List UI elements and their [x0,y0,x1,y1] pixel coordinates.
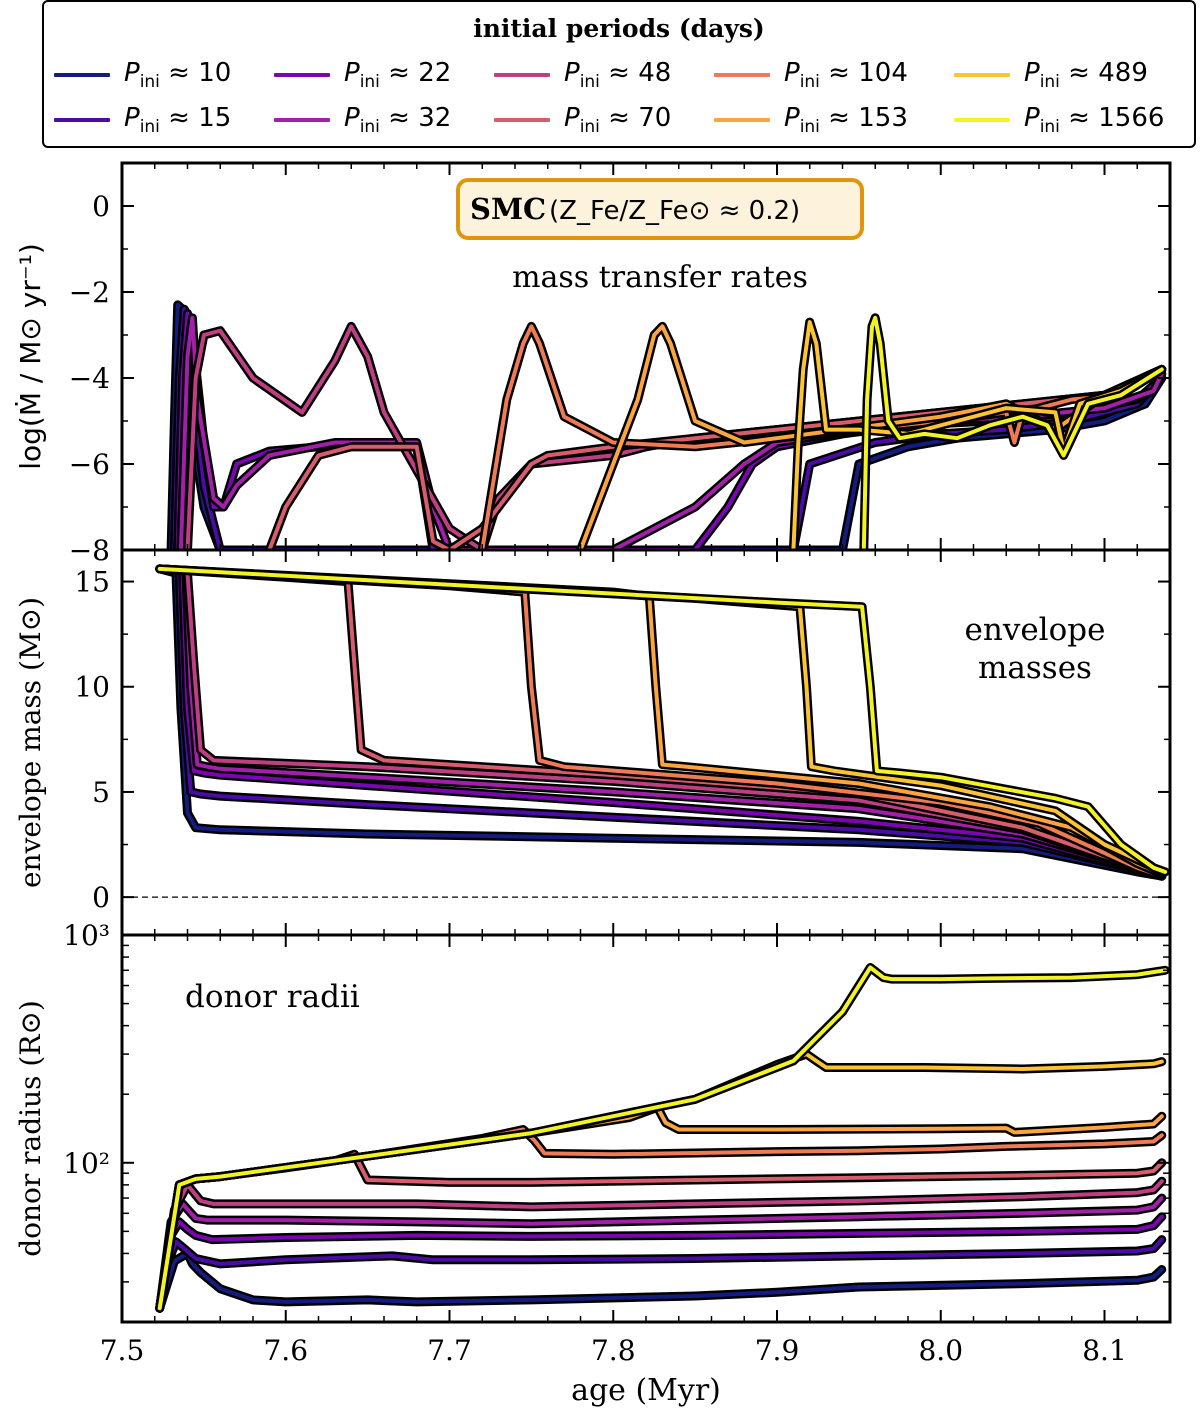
legend-entry-p104: Pini ≈ 104 [714,57,908,93]
series-line [267,367,1164,550]
series-line [157,965,1168,1311]
series-line [157,1237,1164,1311]
metallicity-box [456,178,864,240]
legend-entry-p153: Pini ≈ 153 [714,102,908,138]
legend-label: Pini ≈ 153 [784,102,908,138]
legend-swatch [274,73,330,77]
legend-swatch [714,118,770,122]
series-line [157,1196,1164,1311]
y-tick-label: 5 [92,776,110,809]
legend-label: Pini ≈ 32 [344,102,452,138]
legend-swatch [274,118,330,122]
y-tick-label: 0 [92,881,110,914]
x-tick-label: 7.5 [100,1334,145,1367]
series-line [861,315,1164,550]
legend-entry-p1566: Pini ≈ 1566 [954,102,1165,138]
panel-frames [120,161,1172,1324]
legend: initial periods (days) Pini ≈ 10 Pini ≈ 1… [42,0,1196,148]
legend-swatch [954,73,1010,77]
panel-annotation: envelope [965,612,1106,648]
y-axis-label: donor radius (R⊙) [14,1000,47,1257]
legend-swatch [714,73,770,77]
x-tick-label: 7.6 [263,1334,308,1367]
series-line [157,1179,1164,1311]
x-tick-label: 8.0 [918,1334,963,1367]
panel-annotation: donor radii [185,979,360,1015]
legend-label: Pini ≈ 22 [344,57,452,93]
x-tick-label: 7.8 [591,1334,636,1367]
y-tick-label: 0 [92,190,110,223]
panel-frame [120,933,1172,1324]
y-tick-label: 10² [63,1147,110,1180]
y-axis-label: envelope mass (M⊙) [14,597,47,888]
y-tick-label: 10³ [63,919,110,952]
metallicity-label-bold: SMC [470,192,546,226]
y-tick-label: −8 [69,534,110,567]
x-tick-label: 7.7 [427,1334,472,1367]
legend-label: Pini ≈ 104 [784,57,908,93]
legend-label: Pini ≈ 489 [1024,57,1148,93]
x-axis-label: age (Myr) [571,1373,721,1408]
plot-area [155,963,1170,1313]
legend-label: Pini ≈ 48 [564,57,672,93]
y-tick-label: −6 [69,448,110,481]
y-tick-label: −2 [69,276,110,309]
panel-annotation: mass transfer rates [512,260,808,295]
legend-entry-p22: Pini ≈ 22 [274,57,452,93]
legend-swatch [494,73,550,77]
panel-donor-radius: 10² 10³ 7.5 7.6 7.7 7.8 7.9 8.0 8.1 age (Myr) dono… [63,919,1171,1408]
panel-mass-transfer: 0 −2 −4 −6 −8 SMC (Z_Fe/Z_Fe⊙ ≈ 0.2) mass trans… [69,162,1171,567]
y-axis-label: log(Ṁ / M⊙ yr⁻¹) [14,243,47,470]
metallicity-label: (Z_Fe/Z_Fe⊙ ≈ 0.2) [549,196,800,226]
series-outline [155,1176,1167,1313]
legend-swatch [954,118,1010,122]
legend-entry-p489: Pini ≈ 489 [954,57,1148,93]
legend-label: Pini ≈ 15 [124,102,232,138]
legend-entry-p70: Pini ≈ 70 [494,102,672,138]
legend-swatch [54,118,110,122]
legend-entry-p48: Pini ≈ 48 [494,57,672,93]
y-tick-label: 10 [74,671,110,704]
axis-labels: log(Ṁ / M⊙ yr⁻¹) envelope mass (M⊙) donor … [14,243,47,1257]
legend-entry-p32: Pini ≈ 32 [274,102,452,138]
series-line [157,566,1168,874]
y-tick-label: 15 [74,566,110,599]
legend-label: Pini ≈ 1566 [1024,102,1165,138]
x-tick-label: 7.9 [755,1334,800,1367]
legend-label: Pini ≈ 10 [124,57,232,93]
plot-area [166,300,1167,550]
legend-swatch [54,73,110,77]
y-tick-label: −4 [69,362,110,395]
legend-title: initial periods (days) [473,14,765,43]
x-tick-label: 8.1 [1082,1334,1127,1367]
legend-entry-p10: Pini ≈ 10 [54,57,232,93]
legend-entry-p15: Pini ≈ 15 [54,102,232,138]
legend-swatch [494,118,550,122]
series-line [157,1214,1164,1311]
plot-area [122,564,1170,898]
panel-annotation: masses [978,650,1092,686]
legend-label: Pini ≈ 70 [564,102,672,138]
